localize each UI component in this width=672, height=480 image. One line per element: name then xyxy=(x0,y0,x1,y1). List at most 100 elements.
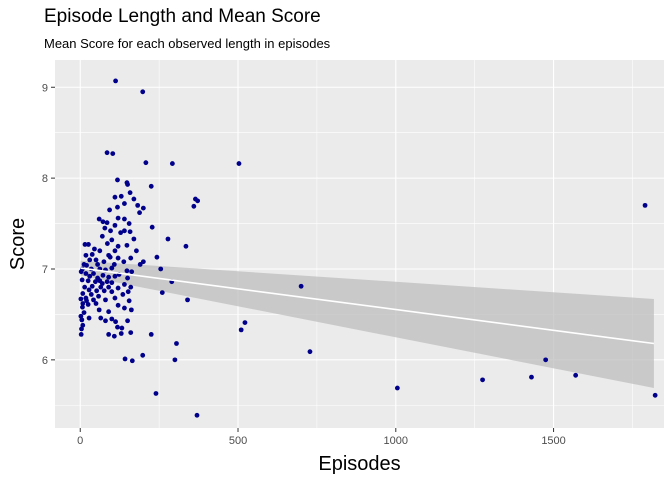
confidence-band xyxy=(80,260,654,389)
data-point xyxy=(106,284,112,290)
data-point xyxy=(169,161,175,166)
data-point xyxy=(128,255,134,261)
data-point xyxy=(112,273,118,279)
data-point xyxy=(82,242,88,247)
data-point xyxy=(111,262,117,267)
chart-subtitle: Mean Score for each observed length in e… xyxy=(44,36,331,51)
data-point xyxy=(104,241,110,246)
data-point xyxy=(86,315,92,321)
data-point xyxy=(112,194,118,200)
data-point xyxy=(80,322,86,328)
data-point xyxy=(104,279,110,285)
data-point xyxy=(480,377,485,383)
data-point xyxy=(119,325,125,331)
data-point xyxy=(113,78,118,84)
data-point xyxy=(109,289,115,295)
data-point xyxy=(129,269,135,275)
data-point xyxy=(131,196,137,202)
data-point xyxy=(122,282,127,287)
data-point xyxy=(115,243,121,249)
data-point xyxy=(158,266,164,272)
data-point xyxy=(80,304,85,310)
data-point xyxy=(86,287,92,293)
data-point xyxy=(94,288,100,294)
data-point xyxy=(112,248,118,254)
x-tick-label: 1000 xyxy=(384,435,408,447)
data-point xyxy=(183,243,189,249)
data-point xyxy=(79,277,85,283)
data-point xyxy=(107,254,113,260)
data-point xyxy=(307,349,313,355)
data-point xyxy=(529,374,534,380)
data-point xyxy=(106,274,112,280)
data-point xyxy=(96,293,101,299)
plot-panel xyxy=(55,60,664,428)
data-point xyxy=(88,292,94,297)
data-point xyxy=(78,269,84,275)
data-point xyxy=(124,242,130,248)
data-point xyxy=(137,262,143,267)
data-point xyxy=(128,284,134,290)
data-point xyxy=(110,151,116,156)
data-point xyxy=(84,298,89,304)
data-point xyxy=(642,202,648,208)
data-point xyxy=(83,252,89,258)
data-point xyxy=(109,237,115,243)
data-point xyxy=(89,283,95,289)
y-tick-label: 7 xyxy=(42,264,48,276)
x-tick-label: 0 xyxy=(77,435,83,447)
data-point xyxy=(298,283,304,289)
data-point xyxy=(125,289,131,295)
data-point xyxy=(238,327,244,333)
data-point xyxy=(93,301,99,306)
data-point xyxy=(92,279,98,285)
data-point xyxy=(101,288,107,294)
data-point xyxy=(87,273,93,279)
data-point xyxy=(98,284,104,290)
y-tick-label: 9 xyxy=(42,82,48,94)
data-point xyxy=(122,305,127,311)
data-point xyxy=(91,297,96,303)
data-point xyxy=(125,275,130,281)
data-point xyxy=(134,248,139,254)
data-point xyxy=(80,291,86,296)
data-point xyxy=(80,301,86,306)
data-point xyxy=(111,333,117,339)
data-point xyxy=(165,236,171,242)
data-point xyxy=(79,317,85,323)
data-point xyxy=(102,225,108,231)
data-point xyxy=(106,332,112,337)
data-point xyxy=(84,262,89,268)
data-point xyxy=(79,326,84,332)
data-point xyxy=(78,296,84,302)
data-point xyxy=(122,228,127,234)
data-point xyxy=(115,324,120,330)
data-point xyxy=(127,229,133,235)
data-point xyxy=(82,284,88,290)
data-point xyxy=(121,259,127,265)
data-point xyxy=(174,341,179,346)
data-point xyxy=(122,216,127,222)
data-point xyxy=(124,268,130,274)
data-point xyxy=(106,309,112,315)
data-point xyxy=(394,385,400,391)
data-point xyxy=(97,248,103,254)
data-point xyxy=(109,265,115,271)
data-point xyxy=(543,357,549,363)
y-axis-title: Score xyxy=(7,218,29,270)
data-point xyxy=(242,320,248,325)
data-point xyxy=(98,315,104,321)
data-point xyxy=(122,356,128,362)
data-point xyxy=(99,233,105,239)
data-point xyxy=(112,295,118,301)
data-point xyxy=(115,255,121,261)
data-point xyxy=(91,271,96,276)
data-point xyxy=(100,219,106,225)
data-point xyxy=(118,230,124,236)
data-point xyxy=(108,228,113,234)
data-point xyxy=(143,160,149,166)
data-point xyxy=(191,203,197,209)
x-tick-label: 500 xyxy=(229,435,247,447)
data-point xyxy=(140,352,146,358)
